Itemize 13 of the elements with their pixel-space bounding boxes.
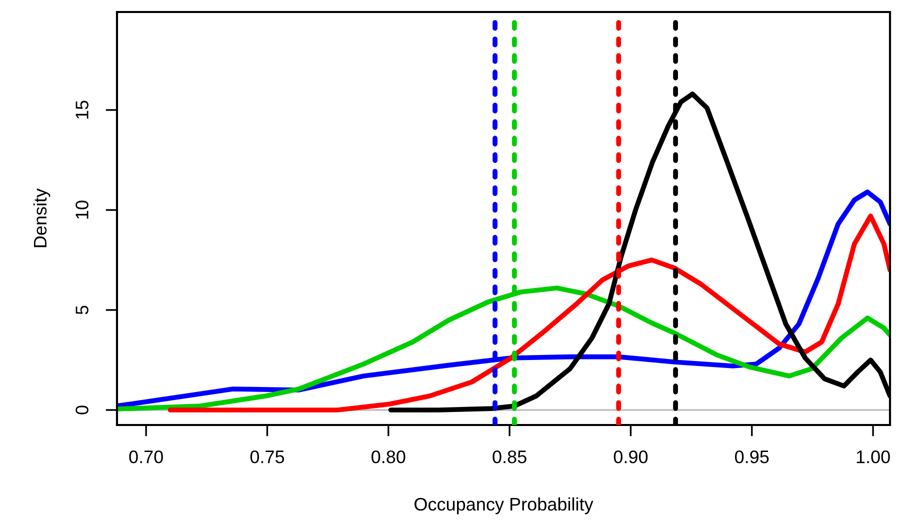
x-tick-label: 0.75 bbox=[250, 450, 284, 464]
x-axis-title: Occupancy Probability bbox=[414, 497, 594, 514]
x-tick-label: 0.90 bbox=[614, 450, 648, 464]
x-tick-label: 0.70 bbox=[129, 450, 163, 464]
x-tick-label: 0.85 bbox=[492, 450, 526, 464]
y-tick-label: 0 bbox=[76, 406, 88, 414]
y-tick-label: 10 bbox=[76, 200, 88, 219]
x-tick-label: 1.00 bbox=[856, 450, 890, 464]
x-tick-label: 0.80 bbox=[372, 450, 406, 464]
y-tick-label: 15 bbox=[76, 100, 88, 119]
y-axis-title: Density bbox=[33, 188, 50, 248]
x-tick-label: 0.95 bbox=[735, 450, 769, 464]
y-tick-label: 5 bbox=[76, 306, 88, 314]
